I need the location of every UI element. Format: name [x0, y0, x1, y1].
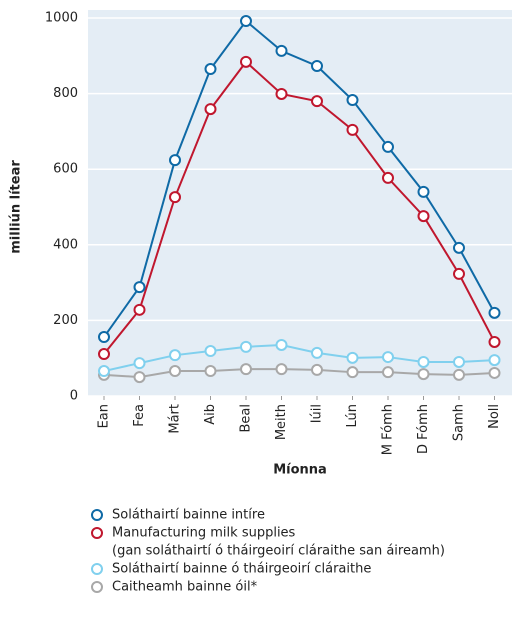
y-tick-label: 800: [53, 86, 78, 101]
series-line: [103, 60, 496, 355]
y-tick-label: 200: [53, 313, 78, 328]
x-tick-label: Noll: [487, 404, 502, 429]
x-tick-label: Aib: [203, 404, 218, 425]
point: [382, 140, 394, 153]
point: [417, 210, 430, 223]
point: [311, 95, 323, 108]
plot-area: [88, 10, 512, 396]
point: [311, 346, 323, 359]
point: [346, 123, 359, 136]
point: [417, 368, 430, 381]
point: [417, 185, 430, 198]
point: [98, 365, 110, 378]
x-axis-label: Míonna: [273, 463, 327, 478]
y-tick-label: 600: [53, 162, 78, 177]
point: [453, 368, 465, 381]
point: [204, 103, 217, 116]
legend-label: Soláthairtí bainne intíre: [112, 508, 265, 523]
x-tick-label: Iúil: [310, 404, 325, 423]
point: [169, 154, 181, 167]
x-tick-label: Fea: [132, 404, 147, 427]
x-tick-label: Samh: [452, 404, 467, 441]
point: [240, 340, 252, 353]
legend-note: (gan soláthairtí ó tháirgeoirí cláraithe…: [112, 544, 445, 559]
point: [382, 171, 394, 184]
x-tick-label: Beal: [239, 404, 254, 433]
x-tick-label: D Fómh: [416, 404, 431, 454]
point: [346, 366, 359, 379]
point: [240, 55, 252, 68]
point: [346, 351, 359, 364]
point: [275, 87, 288, 100]
point: [204, 63, 217, 76]
point: [169, 365, 181, 378]
point: [488, 306, 501, 319]
point: [453, 241, 465, 254]
point: [346, 94, 359, 107]
legend-label: Soláthairtí bainne ó tháirgeoirí clárait…: [112, 562, 371, 577]
point: [382, 351, 394, 364]
y-tick-label: 0: [70, 389, 78, 404]
point: [169, 349, 181, 362]
y-tick-label: 400: [53, 237, 78, 252]
point: [488, 354, 501, 367]
point: [133, 371, 146, 384]
point: [453, 267, 465, 280]
legend-label: Caitheamh bainne óil*: [112, 580, 258, 595]
legend-marker: [91, 527, 103, 539]
point: [488, 335, 501, 348]
legend-label: Manufacturing milk supplies: [112, 526, 296, 541]
point: [204, 345, 217, 358]
legend-marker: [91, 509, 103, 521]
point: [311, 60, 323, 73]
point: [382, 366, 394, 379]
legend-marker: [91, 563, 103, 575]
point: [133, 303, 146, 316]
point: [240, 15, 252, 28]
point: [98, 348, 110, 361]
x-tick-label: Márt: [168, 404, 183, 434]
point: [98, 331, 110, 344]
x-tick-label: Lún: [345, 404, 360, 428]
point: [311, 363, 323, 376]
series-line: [103, 19, 496, 338]
point: [169, 191, 181, 204]
point: [204, 365, 217, 378]
x-tick-label: Meith: [274, 404, 289, 440]
x-tick-label: Ean: [97, 404, 112, 428]
legend-marker: [91, 581, 103, 593]
point: [275, 338, 288, 351]
y-tick-label: 1000: [45, 11, 78, 26]
point: [275, 363, 288, 376]
point: [453, 355, 465, 368]
x-tick-label: M Fómh: [381, 404, 396, 455]
point: [133, 281, 146, 294]
point: [133, 357, 146, 370]
point: [417, 355, 430, 368]
point: [275, 44, 288, 57]
point: [488, 366, 501, 379]
y-axis-label: milliún lítear: [9, 160, 24, 254]
point: [240, 363, 252, 376]
